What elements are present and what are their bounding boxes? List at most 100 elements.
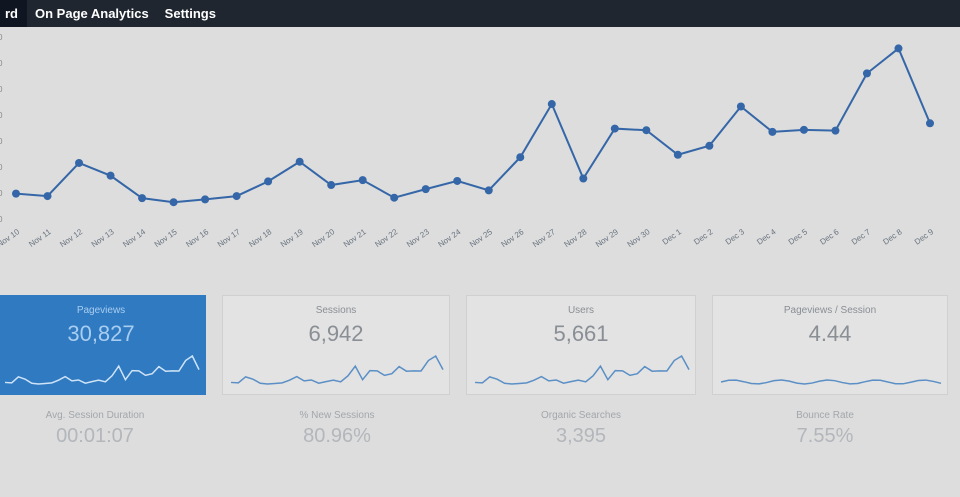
stat-value: 80.96% <box>303 425 371 447</box>
x-tick-label: Nov 14 <box>121 227 147 249</box>
x-tick-label: Nov 27 <box>531 227 557 249</box>
data-point[interactable] <box>799 125 808 134</box>
x-tick-label: Nov 16 <box>184 227 210 249</box>
metric-card-title: Sessions <box>315 305 357 316</box>
x-tick-label: Nov 28 <box>563 227 589 249</box>
pageviews-sparkline <box>4 354 200 385</box>
data-point[interactable] <box>768 127 777 136</box>
metric-card-value: 30,827 <box>67 321 135 346</box>
x-tick-label: Nov 29 <box>594 227 620 249</box>
sparkline-path <box>230 354 444 385</box>
secondary-stats: Avg. Session Duration 00:01:07 % New Ses… <box>0 410 960 470</box>
metric-card-sessions[interactable]: Sessions 6,942 <box>222 295 450 395</box>
y-tick-label: 0 <box>0 59 3 68</box>
x-tick-label: Dec 5 <box>787 227 810 247</box>
stat-new-sessions: % New Sessions 80.96% <box>237 410 437 448</box>
x-tick-label: Nov 18 <box>247 227 273 249</box>
stat-avg-session-duration: Avg. Session Duration 00:01:07 <box>0 410 195 448</box>
data-point[interactable] <box>516 153 525 162</box>
stat-bounce-rate: Bounce Rate 7.55% <box>725 410 925 448</box>
pageviews-per-session-sparkline <box>720 379 942 385</box>
x-tick-label: Nov 22 <box>373 227 399 249</box>
data-point[interactable] <box>862 69 871 78</box>
metric-card-title: Users <box>567 305 595 316</box>
stat-value: 3,395 <box>555 425 607 447</box>
data-point[interactable] <box>831 126 840 135</box>
y-tick-label: 0 <box>0 33 3 42</box>
data-point[interactable] <box>926 119 934 128</box>
x-tick-label: Nov 24 <box>436 227 462 249</box>
data-point[interactable] <box>579 174 588 183</box>
data-point[interactable] <box>610 124 619 133</box>
stat-organic-searches: Organic Searches 3,395 <box>481 410 681 448</box>
tab-dashboard[interactable]: rd <box>0 0 27 27</box>
data-point[interactable] <box>201 195 210 204</box>
stat-title: Avg. Session Duration <box>45 410 145 421</box>
data-point[interactable] <box>75 158 84 167</box>
data-point[interactable] <box>295 157 304 166</box>
y-tick-label: 0 <box>0 137 3 146</box>
data-point[interactable] <box>138 194 147 203</box>
data-point[interactable] <box>327 181 336 190</box>
x-tick-label: Nov 13 <box>90 227 116 249</box>
x-tick-label: Nov 25 <box>468 227 494 249</box>
x-tick-label: Nov 23 <box>405 227 431 249</box>
x-tick-label: Dec 9 <box>913 227 936 247</box>
metric-card-pageviews-per-session[interactable]: Pageviews / Session 4.44 <box>712 295 948 395</box>
tab-settings[interactable]: Settings <box>164 6 216 21</box>
series-line <box>15 46 931 204</box>
x-tick-label: Nov 10 <box>0 227 22 249</box>
data-point[interactable] <box>169 198 178 207</box>
x-tick-label: Dec 1 <box>661 227 684 247</box>
data-point[interactable] <box>264 177 273 186</box>
metric-card-title: Pageviews / Session <box>783 305 877 316</box>
stat-value: 7.55% <box>796 425 854 447</box>
x-tick-label: Nov 11 <box>27 227 53 249</box>
x-tick-label: Nov 30 <box>626 227 652 249</box>
data-point[interactable] <box>736 102 745 111</box>
sessions-sparkline <box>230 354 444 385</box>
data-point[interactable] <box>484 186 493 195</box>
top-navigation-bar: rd On Page Analytics Settings <box>0 0 960 27</box>
metric-card-value: 5,661 <box>553 321 609 346</box>
data-point[interactable] <box>12 189 20 198</box>
data-point[interactable] <box>705 141 714 150</box>
metric-card-title: Pageviews <box>76 305 126 316</box>
y-tick-label: 0 <box>0 85 3 94</box>
data-point[interactable] <box>673 150 682 159</box>
x-tick-label: Nov 12 <box>58 227 84 249</box>
x-tick-label: Dec 7 <box>850 227 873 247</box>
x-tick-label: Nov 19 <box>279 227 305 249</box>
x-tick-label: Dec 4 <box>755 227 778 247</box>
data-point[interactable] <box>894 44 903 53</box>
metric-card-users[interactable]: Users 5,661 <box>466 295 696 395</box>
data-point[interactable] <box>453 176 462 185</box>
sparkline-path <box>720 379 942 385</box>
x-tick-label: Nov 21 <box>342 227 368 249</box>
data-point[interactable] <box>358 176 367 185</box>
x-tick-label: Nov 15 <box>153 227 179 249</box>
x-tick-label: Nov 20 <box>310 227 336 249</box>
y-tick-label: 0 <box>0 189 3 198</box>
y-tick-label: 0 <box>0 215 3 224</box>
data-point[interactable] <box>547 100 556 109</box>
x-tick-label: Dec 2 <box>692 227 715 247</box>
data-point[interactable] <box>106 171 115 180</box>
stat-title: Bounce Rate <box>796 410 854 421</box>
metric-card-value: 6,942 <box>308 321 364 346</box>
x-tick-label: Dec 8 <box>881 227 904 247</box>
tab-on-page-analytics[interactable]: On Page Analytics <box>35 6 149 21</box>
y-tick-label: 0 <box>0 163 3 172</box>
stat-value: 00:01:07 <box>56 425 134 447</box>
data-point[interactable] <box>232 192 241 201</box>
metric-card-pageviews[interactable]: Pageviews 30,827 <box>0 295 206 395</box>
data-point[interactable] <box>390 193 399 202</box>
sparkline-path <box>474 354 690 385</box>
metric-card-value: 4.44 <box>808 321 852 346</box>
data-point[interactable] <box>421 185 430 194</box>
x-tick-label: Dec 6 <box>818 227 841 247</box>
data-point[interactable] <box>642 126 651 135</box>
data-point[interactable] <box>43 192 52 201</box>
